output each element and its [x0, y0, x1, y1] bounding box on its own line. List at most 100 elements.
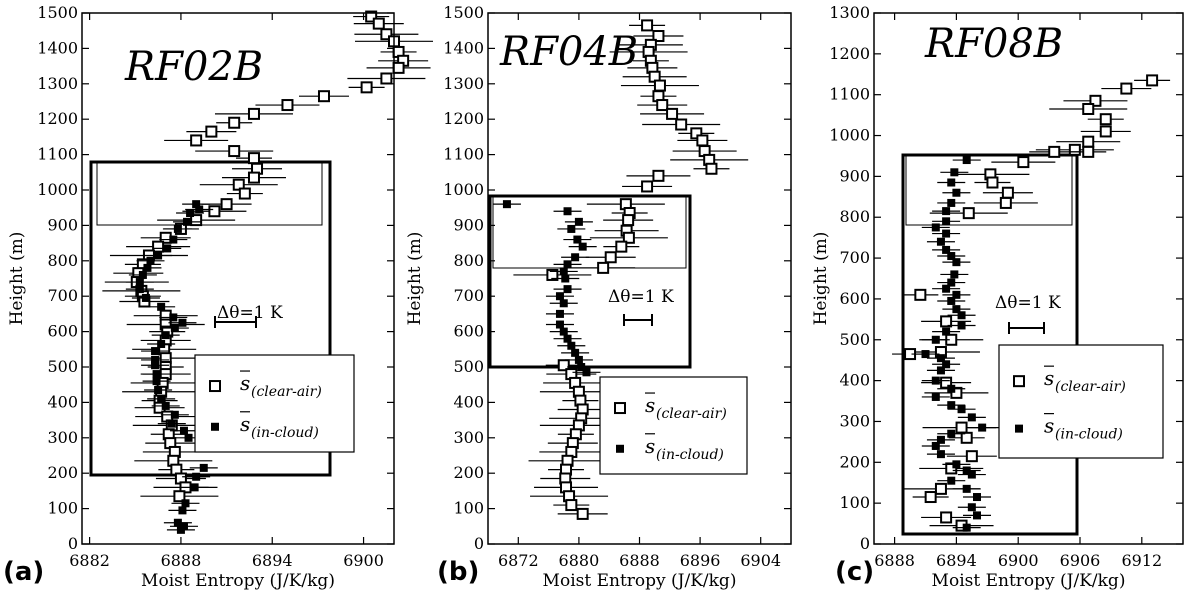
- clear-air-point: [960, 431, 973, 444]
- in-cloud-point: [143, 263, 152, 272]
- in-cloud-point: [138, 270, 147, 279]
- in-cloud-point: [973, 493, 981, 502]
- legend-box: [599, 376, 748, 475]
- in-cloud-point: [179, 426, 188, 435]
- clear-air-point: [1068, 143, 1081, 156]
- clear-air-point: [653, 79, 666, 92]
- in-cloud-point: [947, 429, 956, 438]
- y-tick-label: 200: [839, 452, 870, 471]
- x-tick-label: 6872: [498, 551, 539, 570]
- in-cloud-point: [178, 318, 187, 327]
- in-cloud-point: [582, 368, 591, 377]
- in-cloud-point: [173, 518, 182, 527]
- clear-air-point: [690, 127, 703, 140]
- clear-air-point: [1082, 135, 1095, 148]
- in-cloud-point: [170, 324, 179, 333]
- in-cloud-point: [947, 401, 956, 410]
- in-cloud-point: [561, 274, 570, 283]
- in-cloud-point: [957, 405, 966, 414]
- in-cloud-point: [563, 334, 572, 343]
- y-tick-label: 900: [839, 166, 870, 185]
- in-cloud-point: [950, 168, 959, 177]
- clear-air-point: [576, 507, 589, 520]
- delta-theta-annotation: Δθ=1 K: [217, 303, 283, 323]
- in-cloud-point: [574, 217, 583, 226]
- in-cloud-point: [952, 305, 961, 314]
- y-axis-label: Height (m): [405, 232, 425, 326]
- legend-clear-air-symbol: s: [240, 371, 250, 395]
- in-cloud-point: [947, 198, 956, 207]
- in-cloud-point: [921, 350, 930, 359]
- in-cloud-point: [931, 335, 940, 344]
- x-tick-label: 6912: [1121, 551, 1162, 570]
- clear-air-point: [247, 107, 260, 120]
- clear-air-point: [652, 30, 665, 43]
- y-tick-label: 100: [47, 499, 78, 518]
- clear-air-point: [955, 421, 968, 434]
- legend: s (clear-air)s (in-cloud): [194, 354, 355, 453]
- clear-air-point: [675, 118, 688, 131]
- y-tick-label: 700: [839, 248, 870, 267]
- delta-theta-annotation: Δθ=1 K: [995, 293, 1061, 313]
- in-cloud-point: [957, 321, 966, 330]
- in-cloud-point: [573, 235, 582, 244]
- in-cloud-point: [962, 484, 971, 493]
- legend: s (clear-air)s (in-cloud): [599, 376, 748, 475]
- chart-title: RF04B: [499, 29, 638, 75]
- in-cloud-point: [555, 292, 564, 301]
- clear-air-point: [705, 162, 718, 175]
- in-cloud-point: [574, 355, 583, 364]
- clear-air-point: [666, 107, 679, 120]
- y-tick-label: 400: [47, 392, 78, 411]
- legend-in-cloud-symbol: s: [645, 434, 655, 458]
- in-cloud-point: [578, 242, 587, 251]
- in-cloud-point: [169, 235, 178, 244]
- plot-frame: [873, 12, 1184, 545]
- in-cloud-point: [936, 354, 945, 363]
- clear-air-point: [1017, 156, 1030, 169]
- clear-air-point: [962, 207, 975, 220]
- y-tick-label: 1000: [443, 180, 484, 199]
- y-tick-label: 800: [839, 207, 870, 226]
- clear-air-series: [513, 19, 749, 520]
- x-tick-label: 6882: [69, 551, 110, 570]
- in-cloud-point: [173, 224, 182, 233]
- in-cloud-point: [559, 267, 568, 276]
- in-cloud-point: [952, 188, 961, 197]
- y-tick-label: 1000: [829, 126, 870, 145]
- clear-air-point: [208, 205, 221, 218]
- legend-clear-air-marker: [614, 402, 626, 415]
- in-cloud-point: [502, 200, 511, 209]
- in-cloud-point: [161, 331, 170, 340]
- clear-air-point: [1089, 94, 1102, 107]
- y-tick-label: 600: [453, 322, 484, 341]
- legend-clear-air-marker: [209, 380, 221, 393]
- y-tick-label: 600: [839, 289, 870, 308]
- in-cloud-point: [950, 270, 959, 279]
- clear-air-point: [945, 462, 958, 475]
- clear-air-point: [641, 19, 654, 32]
- legend-in-cloud-symbol: s: [1044, 414, 1054, 438]
- in-cloud-point: [563, 260, 572, 269]
- in-cloud-point: [170, 410, 179, 419]
- y-tick-label: 1300: [37, 74, 78, 93]
- in-cloud-point: [163, 244, 172, 253]
- in-cloud-point: [571, 253, 580, 262]
- clear-air-point: [965, 450, 978, 463]
- in-cloud-point: [947, 384, 956, 393]
- in-cloud-point: [152, 377, 161, 386]
- clear-air-point: [190, 134, 203, 147]
- y-tick-label: 500: [47, 357, 78, 376]
- clear-air-point: [1146, 74, 1159, 87]
- chart-title: RF08B: [924, 21, 1063, 67]
- x-tick-label: 6900: [343, 551, 384, 570]
- x-axis-label: Moist Entropy (J/K/kg): [543, 571, 737, 591]
- cloud-layer-box: [96, 160, 323, 226]
- x-tick-label: 6904: [740, 551, 781, 570]
- clear-air-point: [604, 251, 617, 264]
- y-tick-label: 1000: [37, 180, 78, 199]
- in-cloud-point: [931, 376, 940, 385]
- in-cloud-series: [911, 156, 997, 532]
- y-tick-label: 1100: [829, 85, 870, 104]
- y-tick-label: 1200: [37, 109, 78, 128]
